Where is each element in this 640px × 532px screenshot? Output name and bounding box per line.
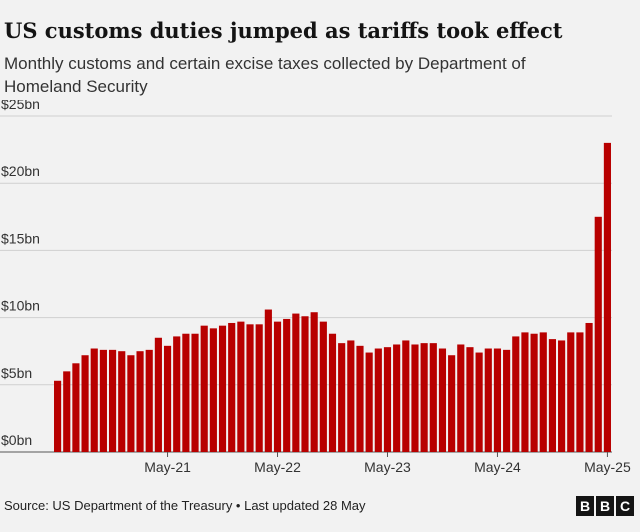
- bar: [218, 325, 227, 452]
- bar: [484, 348, 492, 452]
- bar: [136, 351, 144, 452]
- bar: [54, 380, 62, 452]
- bar: [383, 347, 392, 452]
- bar: [228, 322, 236, 452]
- y-tick-label: $15bn: [1, 230, 40, 246]
- bar: [493, 348, 502, 452]
- chart-title: US customs duties jumped as tariffs took…: [4, 18, 563, 43]
- bar: [448, 355, 456, 452]
- bar: [310, 312, 318, 452]
- bar: [594, 216, 602, 452]
- bar: [393, 344, 401, 452]
- source-note: Source: US Department of the Treasury • …: [4, 498, 366, 513]
- bar: [90, 348, 98, 452]
- bar: [264, 309, 272, 452]
- bar: [99, 349, 107, 452]
- y-tick-label: $20bn: [1, 163, 40, 179]
- bar: [530, 333, 538, 452]
- bar: [603, 142, 611, 452]
- bar: [209, 328, 217, 452]
- bar: [301, 316, 309, 452]
- bar: [521, 332, 529, 452]
- logo-letter: B: [576, 496, 594, 516]
- bar: [273, 321, 282, 452]
- bar: [402, 340, 410, 452]
- bar: [558, 340, 566, 452]
- y-tick-label: $0bn: [1, 432, 32, 448]
- bar: [63, 371, 71, 452]
- y-tick-label: $25bn: [1, 100, 40, 112]
- bar: [283, 318, 291, 452]
- logo-letter: B: [596, 496, 614, 516]
- chart-subtitle: Monthly customs and certain excise taxes…: [4, 54, 526, 96]
- bar: [237, 321, 245, 452]
- bar: [154, 337, 162, 452]
- bar: [539, 332, 547, 452]
- bar: [420, 343, 428, 452]
- bar: [576, 332, 584, 452]
- bar: [457, 344, 465, 452]
- bar: [72, 363, 80, 452]
- bar: [191, 333, 199, 452]
- bar: [338, 343, 346, 452]
- bar: [118, 351, 126, 452]
- bar: [328, 333, 337, 452]
- bar: [438, 348, 447, 452]
- bar: [255, 324, 263, 452]
- bar: [292, 313, 300, 452]
- x-tick-label: May-23: [364, 459, 411, 475]
- bar: [411, 344, 419, 452]
- bar: [512, 336, 520, 452]
- bar: [429, 343, 437, 452]
- bar: [246, 324, 254, 452]
- bar: [319, 321, 327, 452]
- bar: [365, 352, 373, 452]
- bar: [585, 322, 593, 452]
- bar: [374, 348, 382, 452]
- y-tick-label: $10bn: [1, 298, 40, 314]
- bar: [127, 355, 135, 452]
- bar: [173, 336, 181, 452]
- bar: [163, 345, 172, 452]
- y-tick-label: $5bn: [1, 365, 32, 381]
- chart: $0bn $5bn $10bn $15bn $20bn $25bn May-21 May-22…: [0, 100, 631, 475]
- bar: [145, 349, 153, 452]
- bar: [475, 352, 483, 452]
- bar: [567, 332, 575, 452]
- bar: [347, 340, 355, 452]
- bar: [200, 325, 208, 452]
- logo-letter: C: [616, 496, 634, 516]
- x-tick-label: May-25: [584, 459, 631, 475]
- bar: [108, 349, 117, 452]
- x-tick-label: May-24: [474, 459, 521, 475]
- bar: [503, 349, 511, 452]
- bar: [548, 339, 557, 452]
- x-tick-label: May-22: [254, 459, 301, 475]
- bar: [356, 345, 364, 452]
- logo: B B C: [576, 496, 634, 516]
- x-tick-label: May-21: [144, 459, 191, 475]
- bar: [81, 355, 89, 452]
- bar: [182, 333, 190, 452]
- bar: [466, 347, 474, 452]
